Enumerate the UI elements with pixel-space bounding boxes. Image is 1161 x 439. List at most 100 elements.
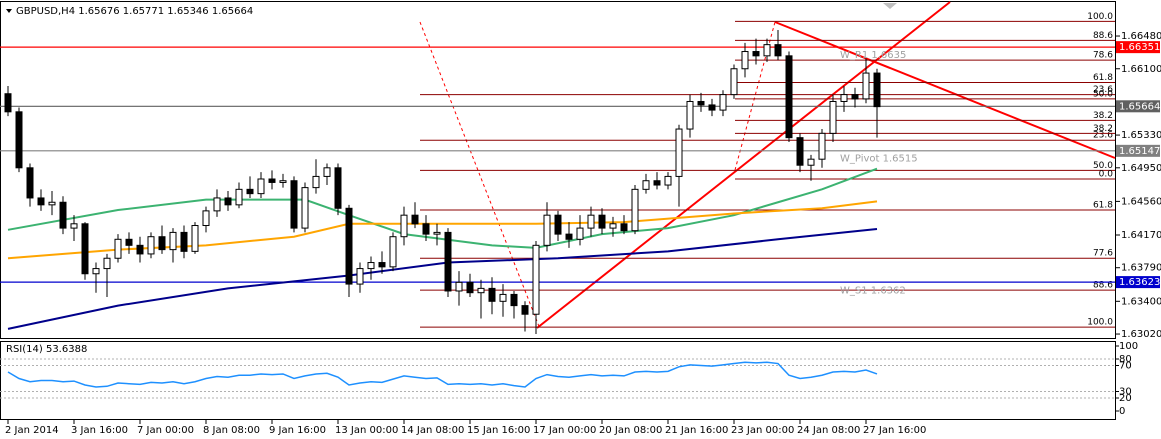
candle-body xyxy=(510,293,518,307)
y-tick-label: 1.63790 xyxy=(1121,263,1161,274)
candle-body xyxy=(862,72,870,100)
candle-body xyxy=(59,201,67,229)
fib-anchor xyxy=(419,21,541,330)
fib-label: 78.6 xyxy=(1093,51,1113,61)
candle-body xyxy=(4,93,12,113)
fib-label: 61.8 xyxy=(1093,73,1113,83)
y-tick-label: 1.64950 xyxy=(1121,163,1161,174)
rsi-tick-label: 0 xyxy=(1119,406,1125,417)
menu-arrow xyxy=(6,9,12,13)
fib-label: 88.6 xyxy=(1093,281,1113,291)
candle-body xyxy=(356,268,364,285)
candle-body xyxy=(235,188,243,206)
candle-body xyxy=(774,44,782,57)
candle-body xyxy=(873,72,881,108)
shift-marker xyxy=(883,3,897,9)
candle-body xyxy=(334,167,342,209)
x-tick-label: 21 Jan 16:00 xyxy=(665,425,728,436)
candle-body xyxy=(796,137,804,166)
candle-body xyxy=(389,236,397,268)
x-tick-label: 27 Jan 16:00 xyxy=(863,425,926,436)
fib-label: 38.2 xyxy=(1093,111,1113,121)
candle-body xyxy=(15,111,23,169)
candle-body xyxy=(598,214,606,229)
candle-body xyxy=(224,197,232,206)
candle-body xyxy=(367,262,375,270)
candle-body xyxy=(521,305,529,315)
candle-body xyxy=(477,287,485,294)
rsi-line xyxy=(7,361,878,388)
candle-body xyxy=(169,231,177,251)
y-tick-label: 1.64170 xyxy=(1121,230,1161,241)
candle-body xyxy=(785,55,793,139)
candle-body xyxy=(730,68,738,96)
rsi-tick-label: 20 xyxy=(1119,393,1132,404)
candle-body xyxy=(158,236,166,251)
candle-body xyxy=(818,132,826,160)
candle-body xyxy=(499,293,507,302)
candle-body xyxy=(433,231,441,235)
candle-body xyxy=(290,180,298,229)
trendline xyxy=(774,21,1116,159)
chart-title: GBPUSD,H4 1.65676 1.65771 1.65346 1.6566… xyxy=(16,6,253,17)
x-tick-label: 24 Jan 08:00 xyxy=(797,425,860,436)
fib-label: 100.0 xyxy=(1087,12,1113,22)
candle-body xyxy=(697,100,705,106)
candle-body xyxy=(246,188,254,195)
candle-body xyxy=(323,167,331,177)
x-tick-label: 15 Jan 16:00 xyxy=(467,425,530,436)
candle-body xyxy=(609,223,617,229)
candle-body xyxy=(840,94,848,102)
candle-body xyxy=(851,94,859,100)
candle-body xyxy=(752,51,760,57)
candle-body xyxy=(719,94,727,111)
candle-body xyxy=(268,178,276,183)
pivot-label: W_Pivot 1.6515 xyxy=(840,154,918,165)
fib-label: 50.0 xyxy=(1093,89,1113,99)
x-tick-label: 2 Jan 2014 xyxy=(5,425,59,436)
fib-label: 38.2 xyxy=(1093,124,1113,134)
pivot-label: W_S1 1.6362 xyxy=(840,285,906,296)
y-tick-label: 1.63020 xyxy=(1121,329,1161,340)
candle-body xyxy=(444,231,452,292)
y-tick-label: 1.65330 xyxy=(1121,130,1161,141)
price-box-label: 1.66351 xyxy=(1119,42,1160,53)
fib-label: 61.8 xyxy=(1093,201,1113,211)
rsi-tick-label: 80 xyxy=(1119,354,1132,365)
x-tick-label: 7 Jan 00:00 xyxy=(137,425,194,436)
candle-body xyxy=(631,188,639,232)
rsi-panel xyxy=(0,341,1116,420)
candle-body xyxy=(103,257,111,270)
rsi-tick-label: 30 xyxy=(1119,387,1132,398)
fib-label: 23.6 xyxy=(1093,85,1113,95)
x-tick-label: 17 Jan 00:00 xyxy=(533,425,596,436)
price-box xyxy=(1116,144,1160,157)
candle-body xyxy=(257,178,265,195)
candle-body xyxy=(345,207,353,285)
candle-body xyxy=(675,128,683,177)
price-box xyxy=(1116,100,1160,113)
candle-body xyxy=(92,268,100,275)
candle-body xyxy=(741,51,749,70)
x-tick-label: 9 Jan 16:00 xyxy=(269,425,326,436)
candle-body xyxy=(37,197,45,206)
fib-label: 0.0 xyxy=(1099,170,1114,180)
candle-body xyxy=(455,281,463,292)
price-box xyxy=(1116,276,1160,289)
fib-label: 23.6 xyxy=(1093,131,1113,141)
candle-body xyxy=(422,223,430,235)
candle-body xyxy=(180,231,188,252)
fib-label: 88.6 xyxy=(1093,31,1113,41)
candle-body xyxy=(26,167,34,199)
candle-body xyxy=(147,236,155,255)
x-tick-label: 23 Jan 00:00 xyxy=(731,425,794,436)
y-tick-label: 1.64560 xyxy=(1121,196,1161,207)
candle-body xyxy=(554,214,562,235)
price-box-label: 1.65147 xyxy=(1119,146,1160,157)
price-box-label: 1.63623 xyxy=(1119,277,1160,288)
candle-body xyxy=(400,214,408,238)
x-tick-label: 8 Jan 08:00 xyxy=(203,425,260,436)
fib-label: 50.0 xyxy=(1093,161,1113,171)
candle-body xyxy=(279,180,287,183)
